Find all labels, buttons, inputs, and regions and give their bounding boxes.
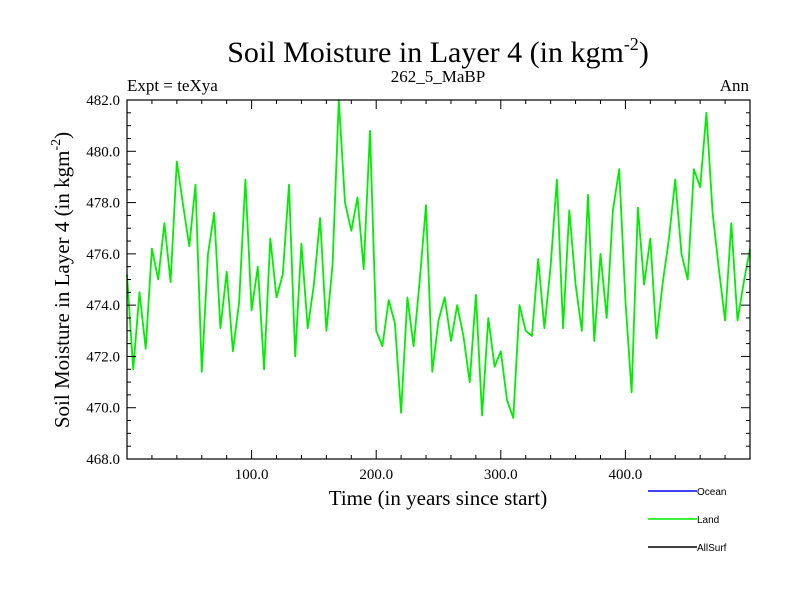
y-axis-ticks: 468.0 470.0 472.0 474.0 476.0 478.0 480.0 482.0	[86, 93, 750, 468]
season-label: Ann	[720, 76, 750, 95]
legend: Ocean Land AllSurf	[648, 487, 727, 554]
x-axis-ticks: 100.0 200.0 300.0 400.0	[151, 100, 726, 483]
y-axis-label: Soil Moisture in Layer 4 (in kgm-2)	[49, 132, 74, 428]
experiment-label: Expt = teXya	[127, 76, 218, 95]
chart-title-superscript: -2	[624, 34, 639, 54]
y-tick-label: 470.0	[86, 401, 120, 417]
series-line-land	[126, 99, 751, 419]
legend-label-land: Land	[697, 515, 719, 526]
y-tick-label: 468.0	[86, 452, 120, 468]
x-axis-label: Time (in years since start)	[329, 486, 548, 510]
legend-label-ocean: Ocean	[697, 487, 726, 498]
y-axis-label-superscript: -2	[49, 139, 64, 151]
y-tick-label: 480.0	[86, 144, 120, 160]
plot-frame	[126, 99, 751, 460]
run-id-label: 262_5_MaBP	[391, 67, 485, 86]
x-tick-label: 200.0	[359, 467, 393, 483]
legend-label-allsurf: AllSurf	[697, 543, 727, 554]
x-tick-label: 100.0	[235, 467, 269, 483]
y-tick-label: 478.0	[86, 196, 120, 212]
x-tick-label: 400.0	[609, 467, 643, 483]
chart-title-text: Soil Moisture in Layer 4 (in kgm	[227, 36, 624, 69]
y-axis-label-close: )	[50, 132, 74, 139]
chart-title-close: )	[639, 36, 649, 69]
y-tick-label: 474.0	[86, 298, 120, 314]
x-tick-label: 300.0	[484, 467, 518, 483]
y-tick-label: 476.0	[86, 247, 120, 263]
series-layer	[126, 99, 751, 419]
y-tick-label: 472.0	[86, 349, 120, 365]
chart-title: Soil Moisture in Layer 4 (in kgm-2)	[227, 34, 649, 69]
y-tick-label: 482.0	[86, 93, 120, 109]
y-axis-label-text: Soil Moisture in Layer 4 (in kgm	[50, 151, 74, 429]
